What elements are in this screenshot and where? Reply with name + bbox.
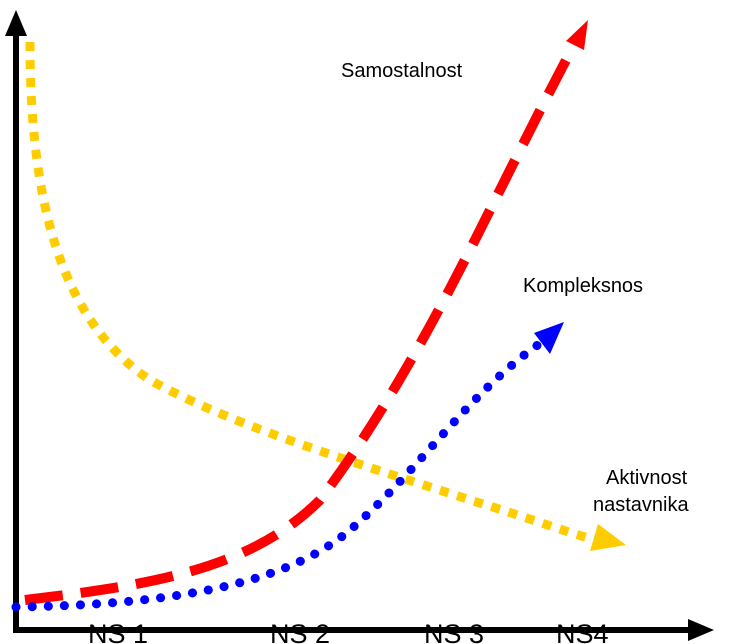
samostalnost-curve	[24, 44, 578, 605]
x-tick-ns2: NS 2	[270, 619, 330, 644]
kompleksnost-arrowhead	[534, 322, 564, 354]
samostalnost-arrowhead	[566, 20, 588, 50]
x-tick-ns3: NS 3	[424, 619, 484, 644]
aktivnost-nastavnika-arrowhead	[590, 524, 626, 551]
x-tick-ns1: NS 1	[88, 619, 148, 644]
y-axis-arrowhead	[5, 10, 27, 36]
samostalnost-label: Samostalnost	[341, 60, 463, 82]
aktivnost-label-line2: nastavnika	[593, 494, 689, 516]
x-tick-ns4: NS4	[556, 619, 609, 644]
kompleksnost-curve	[11, 335, 550, 612]
kompleksnost-label: Kompleksnos	[523, 275, 643, 297]
x-axis-arrowhead	[688, 619, 714, 641]
aktivnost-label-line1: Aktivnost	[606, 467, 688, 489]
aktivnost-nastavnika-curve	[25, 41, 597, 545]
